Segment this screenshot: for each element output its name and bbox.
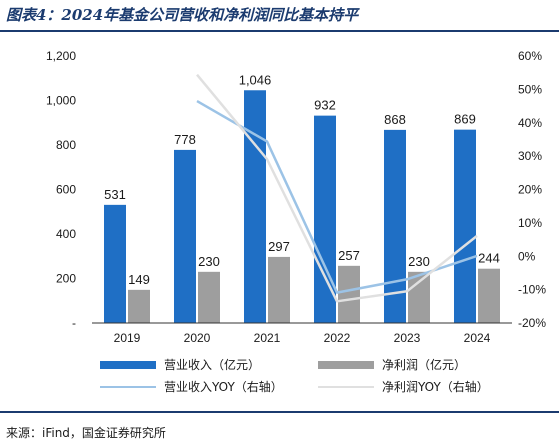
x-tick-label: 2023 <box>394 331 421 345</box>
y-left-tick-label: 200 <box>56 272 76 286</box>
data-label-revenue: 778 <box>174 132 196 147</box>
data-label-profit: 230 <box>198 254 220 269</box>
line-profit-yoy <box>196 73 478 303</box>
bar-revenue <box>174 149 196 323</box>
bar-revenue <box>104 204 126 323</box>
bar-profit <box>338 265 360 323</box>
legend-item-revenue: 营业收入（亿元） <box>100 356 260 373</box>
x-tick-label: 2019 <box>114 331 141 345</box>
y-right-tick-label: 10% <box>518 216 542 230</box>
data-label-revenue: 868 <box>384 112 406 127</box>
y-right-tick-label: -20% <box>518 316 546 330</box>
x-tick-label: 2022 <box>324 331 351 345</box>
legend-label-revenue: 营业收入（亿元） <box>164 358 261 372</box>
data-label-revenue: 1,046 <box>239 72 272 87</box>
bar-profit <box>268 256 290 323</box>
chart-area: - 200 400 600 800 1,000 1,200 -20% -10% 0% 10% 20% 3… <box>46 49 546 345</box>
y-right-tick-label: 40% <box>518 116 542 130</box>
bar-profit <box>128 289 150 323</box>
title-divider <box>0 30 559 32</box>
y-right-tick-label: 0% <box>518 249 536 263</box>
data-label-revenue: 932 <box>314 98 336 113</box>
x-tick-label: 2024 <box>464 331 491 345</box>
legend-swatch-revenue-yoy <box>100 385 156 388</box>
data-label-profit: 257 <box>338 248 360 263</box>
legend-swatch-profit <box>318 360 374 369</box>
y-left-tick-label: 1,000 <box>46 94 76 108</box>
bar-profit <box>408 271 430 323</box>
bar-revenue <box>314 115 336 323</box>
legend-label-profit-yoy: 净利润YOY（右轴） <box>382 380 489 394</box>
y-left-tick-label: - <box>72 316 76 330</box>
legend-item-profit: 净利润（亿元） <box>318 356 466 373</box>
y-right-tick-label: 50% <box>518 82 542 96</box>
bar-revenue <box>454 129 476 323</box>
x-tick-label: 2021 <box>254 331 281 345</box>
data-label-revenue: 869 <box>454 112 476 127</box>
y-right-tick-label: 60% <box>518 49 542 63</box>
data-label-profit: 297 <box>268 239 290 254</box>
legend-swatch-profit-yoy <box>318 385 374 388</box>
x-tick-label: 2020 <box>184 331 211 345</box>
data-label-revenue: 531 <box>104 187 126 202</box>
bar-profit <box>478 268 500 323</box>
legend-label-revenue-yoy: 营业收入YOY（右轴） <box>164 380 283 394</box>
legend-item-revenue-yoy: 营业收入YOY（右轴） <box>100 378 283 395</box>
y-right-tick-label: -10% <box>518 283 546 297</box>
footer-divider <box>0 411 559 413</box>
y-right-tick-label: 20% <box>518 183 542 197</box>
data-label-profit: 230 <box>408 254 430 269</box>
chart-title: 图表4：2024年基金公司营收和净利润同比基本持平 <box>6 6 359 24</box>
source-note: 来源：iFind，国金证券研究所 <box>6 426 166 440</box>
y-right-tick-label: 30% <box>518 149 542 163</box>
bar-revenue <box>384 129 406 323</box>
bar-profit <box>198 271 220 323</box>
y-left-tick-label: 400 <box>56 227 76 241</box>
y-left-tick-label: 600 <box>56 183 76 197</box>
data-label-profit: 149 <box>128 272 150 287</box>
legend-item-profit-yoy: 净利润YOY（右轴） <box>318 378 489 395</box>
line-revenue-yoy <box>196 99 478 294</box>
legend-swatch-revenue <box>100 360 156 369</box>
bar-revenue <box>244 90 266 323</box>
y-left-tick-label: 800 <box>56 138 76 152</box>
y-left-tick-label: 1,200 <box>46 49 76 63</box>
legend-label-profit: 净利润（亿元） <box>382 358 467 372</box>
data-label-profit: 244 <box>478 251 500 266</box>
